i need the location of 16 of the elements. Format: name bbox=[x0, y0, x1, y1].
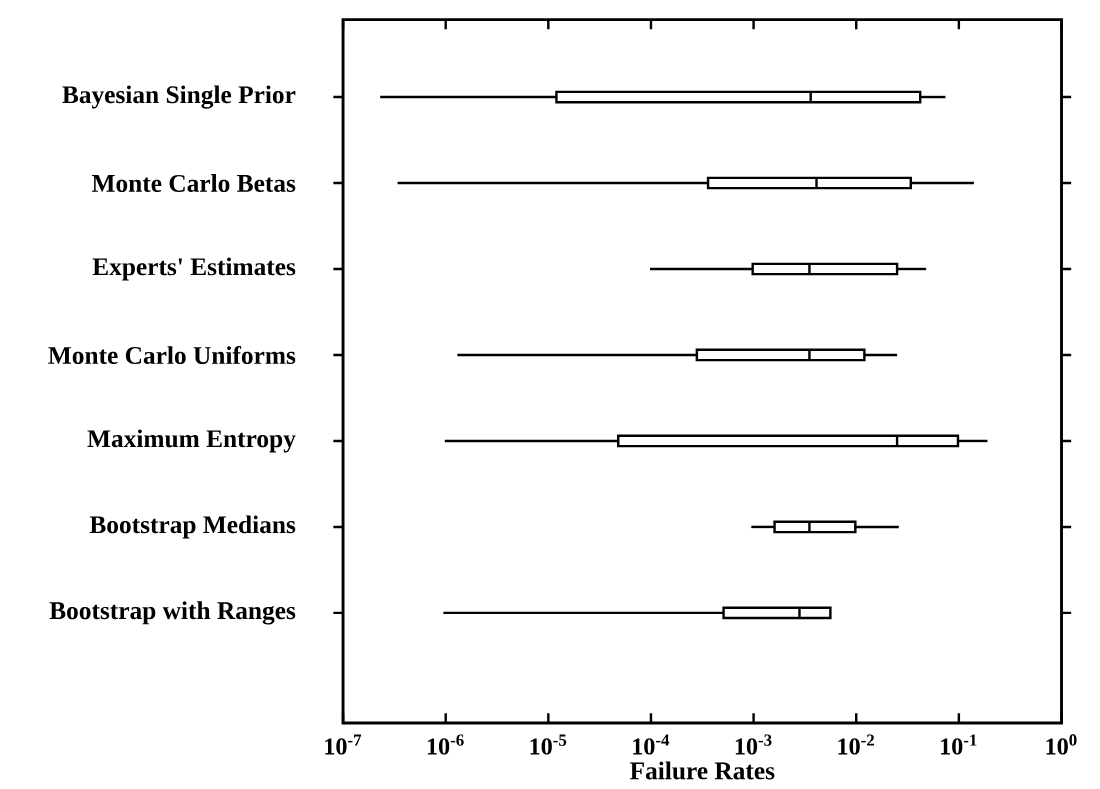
x-tick-label: 10$^{-3}$ bbox=[735, 734, 772, 755]
x-axis-title: Failure Rates bbox=[630, 761, 775, 780]
y-tick-label: Monte Carlo Betas bbox=[91, 174, 296, 192]
x-tick-label: 10$^{-5}$ bbox=[530, 734, 567, 755]
x-tick-label: 10$^{0}$ bbox=[1046, 734, 1077, 755]
y-tick-label: Bayesian Single Prior bbox=[62, 85, 296, 109]
y-tick-label: Experts' Estimates bbox=[92, 257, 296, 281]
x-tick-label: 10$^{-7}$ bbox=[325, 734, 362, 755]
y-tick-label: Bootstrap Medians bbox=[89, 515, 296, 539]
x-tick-label: 10$^{-1}$ bbox=[941, 734, 977, 755]
x-tick-label: 10$^{-4}$ bbox=[633, 734, 670, 755]
y-tick-label: Monte Carlo Uniforms bbox=[48, 345, 296, 365]
y-tick-label: Maximum Entropy bbox=[87, 429, 296, 453]
x-tick-label: 10$^{-6}$ bbox=[427, 734, 464, 755]
x-tick-label: 10$^{-2}$ bbox=[838, 734, 875, 755]
y-tick-label: Bootstrap with Ranges bbox=[49, 601, 296, 625]
